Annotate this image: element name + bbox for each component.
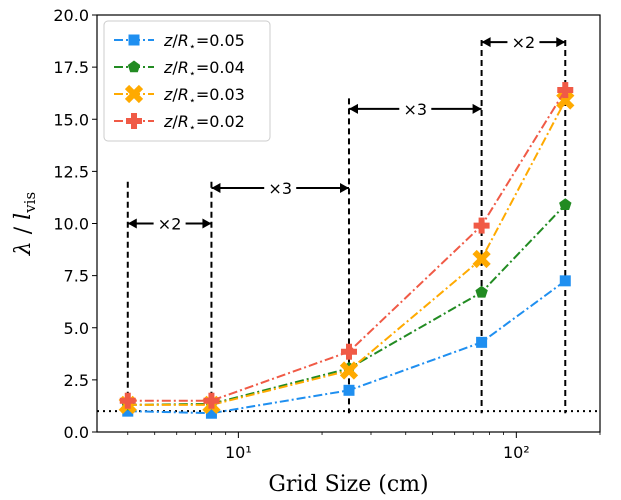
- data-point: [559, 275, 571, 287]
- legend-label: z/R⋆=0.04: [163, 58, 245, 80]
- y-tick-label: 15.0: [53, 110, 89, 129]
- data-point: [476, 336, 488, 348]
- legend-item: z/R⋆=0.04: [114, 58, 245, 80]
- data-point: [557, 82, 574, 99]
- data-point: [473, 217, 490, 234]
- y-tick-label: 2.5: [64, 371, 89, 390]
- legend-item: z/R⋆=0.05: [114, 31, 245, 53]
- annotation-arrowhead: [348, 103, 358, 114]
- y-tick-label: 12.5: [53, 162, 89, 181]
- annotation-bracket: ×3: [211, 179, 349, 198]
- annotation-arrowhead: [339, 183, 349, 194]
- annotation-arrowhead: [556, 37, 566, 48]
- legend-item: z/R⋆=0.03: [114, 84, 245, 107]
- legend-marker: [128, 34, 140, 46]
- y-tick-label: 5.0: [64, 319, 89, 338]
- annotation-bracket: ×2: [481, 33, 566, 52]
- legend-label: z/R⋆=0.02: [163, 112, 245, 134]
- annotation-bracket: ×3: [348, 100, 482, 119]
- annotation-arrowhead: [202, 218, 212, 229]
- data-point: [340, 343, 357, 360]
- legend-label: z/R⋆=0.05: [163, 31, 245, 53]
- legend-label: z/R⋆=0.03: [163, 85, 245, 107]
- x-axis-title: Grid Size (cm): [268, 472, 428, 497]
- legend-marker: [126, 113, 142, 129]
- y-tick-label: 10.0: [53, 215, 89, 234]
- y-tick-label: 20.0: [53, 6, 89, 25]
- data-point: [205, 407, 217, 419]
- plot-content: ×2 ×3 ×3 ×2: [97, 33, 600, 419]
- y-axis-title: λ / lvis: [11, 192, 39, 256]
- legend-item: z/R⋆=0.02: [114, 112, 245, 134]
- annotation-label: ×3: [403, 100, 427, 119]
- data-point: [343, 384, 355, 396]
- legend-marker: [124, 84, 144, 104]
- y-tick-label: 17.5: [53, 58, 89, 77]
- y-tick-label: 7.5: [64, 267, 89, 286]
- axes: 0.0 2.5 5.0 7.5 10.0 12.5 15.0 17.5 20.0 10¹ 10²: [53, 6, 601, 462]
- data-point: [203, 392, 220, 409]
- data-point: [339, 361, 359, 380]
- y-tick-label: 0.0: [64, 423, 89, 442]
- annotation-arrowhead: [481, 37, 491, 48]
- annotation-bracket: ×2: [127, 215, 212, 234]
- legend-marker: [127, 60, 141, 73]
- series-1: [122, 275, 571, 419]
- legend-box: [103, 20, 271, 142]
- x-tick-label: 10¹: [225, 443, 252, 462]
- x-tick-label: 10²: [503, 443, 530, 462]
- series-2: [121, 198, 572, 411]
- annotation-label: ×2: [158, 215, 182, 234]
- data-point: [119, 392, 136, 409]
- legend: z/R⋆=0.05 z/R⋆=0.04 z/R⋆=0.03 z/R⋆=0.02: [103, 20, 271, 142]
- data-point: [475, 285, 488, 298]
- series-4: [119, 82, 574, 409]
- data-point: [122, 405, 134, 417]
- annotation-label: ×2: [512, 33, 536, 52]
- annotation-arrowhead: [211, 183, 221, 194]
- annotation-arrowhead: [127, 218, 137, 229]
- data-point: [472, 249, 491, 269]
- annotation-arrowhead: [472, 103, 482, 114]
- data-point: [559, 198, 572, 210]
- annotation-label: ×3: [268, 179, 292, 198]
